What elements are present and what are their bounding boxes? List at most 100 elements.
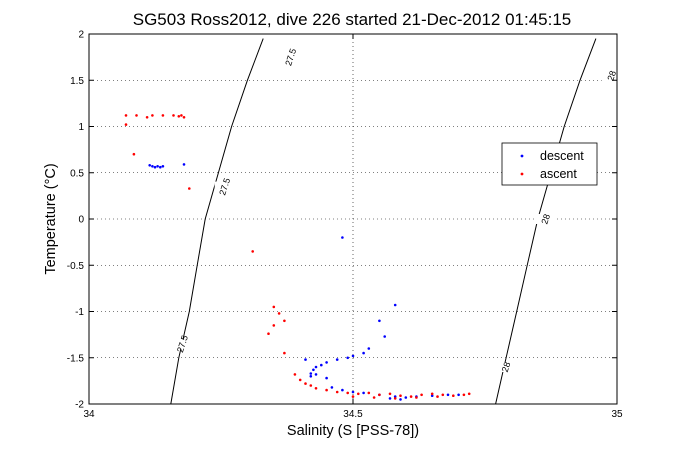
descent-point bbox=[325, 376, 328, 380]
descent-point bbox=[182, 163, 186, 166]
x-tick-label: 35 bbox=[611, 409, 623, 420]
ascent-point bbox=[409, 395, 413, 398]
ascent-point bbox=[399, 394, 402, 398]
y-tick-label: -2 bbox=[75, 400, 84, 411]
ascent-point bbox=[452, 394, 455, 398]
descent-point bbox=[399, 398, 402, 401]
descent-point bbox=[457, 393, 460, 397]
legend-label-descent: descent bbox=[540, 149, 584, 163]
descent-point bbox=[330, 386, 334, 389]
y-tick-label: 0 bbox=[78, 215, 84, 226]
descent-point bbox=[430, 394, 434, 398]
descent-point bbox=[351, 390, 355, 394]
contour-label-bg bbox=[214, 181, 235, 192]
descent-point bbox=[320, 363, 323, 367]
descent-point bbox=[351, 354, 355, 358]
ascent-point bbox=[304, 382, 307, 385]
contour-label-bg bbox=[601, 70, 622, 81]
ascent-point bbox=[415, 396, 418, 399]
descent-point bbox=[304, 358, 307, 361]
ascent-point bbox=[251, 250, 254, 253]
ascent-point bbox=[161, 114, 165, 117]
ascent-point bbox=[367, 391, 371, 395]
descent-point bbox=[388, 397, 392, 400]
descent-point bbox=[362, 351, 365, 355]
ascent-point bbox=[420, 393, 423, 397]
y-tick-label: 1 bbox=[78, 122, 84, 133]
ascent-point bbox=[325, 388, 328, 392]
contour-label-bg bbox=[172, 338, 193, 349]
descent-point bbox=[161, 165, 165, 168]
ascent-point bbox=[293, 373, 297, 376]
ascent-point bbox=[388, 392, 392, 396]
y-tick-label: 1.5 bbox=[70, 76, 84, 87]
ascent-point bbox=[346, 391, 350, 395]
descent-point bbox=[309, 372, 313, 375]
y-tick-label: 2 bbox=[78, 30, 84, 41]
data-points bbox=[124, 114, 471, 401]
descent-point bbox=[148, 164, 151, 167]
x-tick-label: 34 bbox=[83, 409, 95, 420]
descent-point bbox=[367, 347, 371, 350]
descent-point bbox=[156, 165, 159, 168]
legend-marker-descent bbox=[520, 154, 524, 158]
contour-label: 28 bbox=[605, 69, 618, 82]
x-axis-label: Salinity (S [PSS-78]) bbox=[287, 423, 419, 439]
descent-point bbox=[362, 391, 365, 395]
legend-marker-ascent bbox=[520, 172, 524, 176]
contour-label: 27.5 bbox=[175, 334, 190, 354]
descent-point bbox=[446, 393, 450, 397]
legend-box bbox=[501, 142, 598, 186]
legend-label-ascent: ascent bbox=[540, 167, 577, 181]
descent-point bbox=[153, 165, 157, 169]
y-tick-label: -0.5 bbox=[67, 261, 85, 272]
density-contours: 27.5 27.5 27.5 28 28 28 bbox=[170, 38, 622, 405]
contour-label-bg bbox=[496, 362, 517, 372]
ascent-point bbox=[378, 393, 381, 397]
ascent-point bbox=[177, 115, 181, 118]
y-tick-label: 0.5 bbox=[70, 168, 84, 179]
x-tick-label: 34.5 bbox=[343, 409, 363, 420]
ascent-point bbox=[124, 114, 128, 117]
ascent-point bbox=[124, 123, 128, 126]
ascent-point bbox=[441, 393, 445, 397]
descent-point bbox=[341, 236, 344, 239]
ascent-point bbox=[135, 114, 138, 117]
ascent-point bbox=[314, 387, 318, 390]
descent-point bbox=[346, 356, 350, 360]
descent-point bbox=[159, 165, 162, 169]
ascent-point bbox=[277, 312, 281, 315]
ascent-point bbox=[393, 397, 397, 400]
ascent-point bbox=[172, 114, 175, 117]
contour-label: 27.5 bbox=[217, 177, 232, 197]
descent-point bbox=[393, 395, 397, 398]
descent-point bbox=[335, 358, 339, 361]
ascent-point bbox=[309, 384, 313, 387]
ascent-point bbox=[462, 393, 466, 397]
ascent-point bbox=[436, 395, 439, 398]
descent-point bbox=[378, 319, 381, 323]
ascent-point bbox=[430, 392, 434, 396]
y-tick-label: -1 bbox=[75, 307, 84, 318]
ascent-point bbox=[283, 319, 286, 323]
descent-point bbox=[341, 388, 344, 392]
descent-point bbox=[383, 335, 387, 338]
descent-point bbox=[404, 396, 408, 399]
ascent-point bbox=[351, 395, 355, 398]
descent-point bbox=[393, 303, 397, 307]
ascent-point bbox=[132, 152, 136, 156]
contour-label: 27.5 bbox=[283, 47, 298, 67]
ascent-point bbox=[283, 351, 286, 355]
descent-point bbox=[314, 373, 318, 376]
ascent-point bbox=[145, 116, 149, 119]
legend: descent ascent bbox=[501, 142, 598, 186]
ascent-point bbox=[267, 332, 270, 336]
y-axis-label: Temperature (°C) bbox=[43, 163, 59, 274]
ascent-point bbox=[182, 116, 186, 119]
descent-point bbox=[325, 361, 328, 364]
descent-point bbox=[309, 375, 313, 378]
axis-ticks: 34 34.5 35 -2 -1.5 -1 -0.5 0 0.5 1 1.5 2 bbox=[67, 30, 623, 421]
contour-label-bg bbox=[535, 214, 556, 224]
contour-label: 28 bbox=[539, 213, 552, 226]
